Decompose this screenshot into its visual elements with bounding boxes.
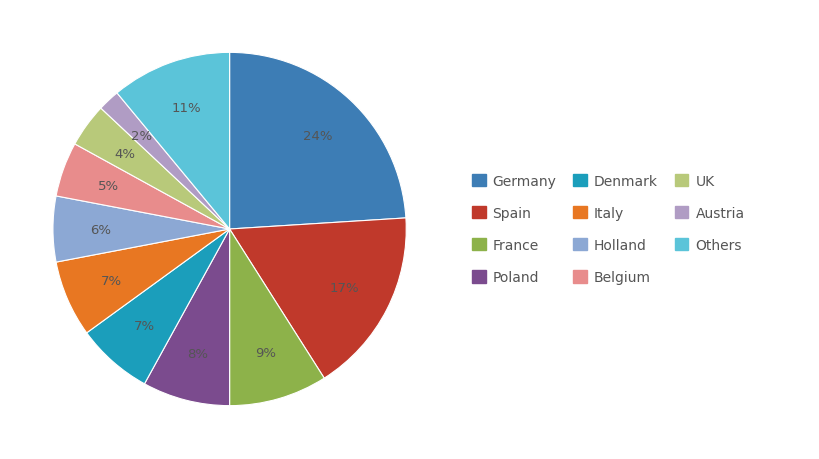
Text: 8%: 8% (187, 347, 208, 361)
Wedge shape (56, 230, 229, 333)
Legend: Germany, Spain, France, Poland, Denmark, Italy, Holland, Belgium, UK, Austria, O: Germany, Spain, France, Poland, Denmark,… (466, 169, 749, 290)
Wedge shape (75, 109, 229, 230)
Text: 11%: 11% (171, 102, 201, 115)
Text: 24%: 24% (303, 129, 333, 142)
Wedge shape (229, 53, 405, 230)
Text: 2%: 2% (130, 129, 152, 142)
Text: 5%: 5% (97, 179, 119, 192)
Text: 4%: 4% (115, 147, 136, 160)
Wedge shape (144, 230, 229, 406)
Wedge shape (53, 196, 229, 263)
Wedge shape (229, 230, 324, 406)
Text: 7%: 7% (133, 319, 155, 332)
Text: 17%: 17% (329, 281, 359, 294)
Text: 9%: 9% (255, 347, 276, 359)
Wedge shape (56, 145, 229, 230)
Wedge shape (87, 230, 229, 384)
Wedge shape (117, 53, 229, 230)
Text: 7%: 7% (101, 274, 122, 287)
Wedge shape (229, 218, 405, 378)
Wedge shape (101, 94, 229, 230)
Text: 6%: 6% (90, 223, 111, 236)
